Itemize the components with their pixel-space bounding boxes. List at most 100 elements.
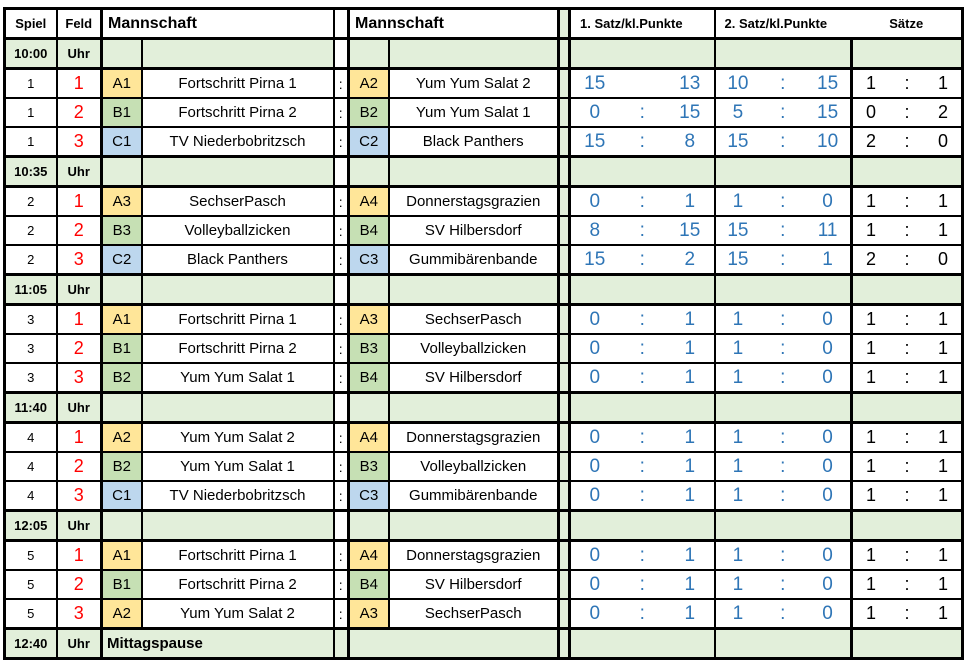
- team-name-cell: SechserPasch: [140, 185, 335, 217]
- sets-result-cell: 1: 1: [850, 67, 964, 99]
- set1-score-left: 8: [589, 219, 601, 241]
- set2-score-right: 0: [822, 366, 833, 388]
- vs-colon-cell: :: [332, 598, 350, 630]
- sets-result-right: 1: [937, 545, 948, 565]
- sets-result-colon: :: [904, 191, 910, 211]
- green-strip-cell: [557, 67, 571, 99]
- col-header-satz1: 1. Satz/kl.Punkte: [568, 7, 716, 40]
- col-header-mannschaft-right: Mannschaft: [347, 7, 560, 40]
- spiel-cell: 4: [3, 480, 58, 512]
- col-header-mannschaft-left: Mannschaft: [100, 7, 335, 40]
- set2-score-right: 0: [822, 544, 833, 566]
- game-row: 3 3 B2 Yum Yum Salat 1: B4 SV Hilbersdorf 0:1 1…: [3, 362, 964, 394]
- vs-colon-cell: :: [332, 539, 350, 571]
- set1-score-left: 0: [589, 544, 601, 566]
- sets-result-cell: 1: 1: [850, 451, 964, 482]
- sets-result-colon: :: [904, 309, 910, 329]
- spacer-cell: [332, 509, 350, 542]
- spacer-cell: [100, 391, 143, 424]
- set1-score-colon: :: [639, 602, 645, 624]
- team-name-cell: SV Hilbersdorf: [387, 215, 560, 246]
- set1-score-colon: :: [639, 455, 645, 477]
- spacer-cell: [347, 37, 390, 70]
- vs-colon-cell: :: [332, 97, 350, 128]
- spiel-cell: 3: [3, 303, 58, 335]
- vs-colon-cell: :: [332, 569, 350, 600]
- green-strip-cell: [557, 37, 571, 70]
- score-set1-cell: 0: 1: [568, 362, 716, 394]
- game-row: 3 2 B1 Fortschritt Pirna 2: B3 Volleyballzick…: [3, 333, 964, 364]
- sets-result-colon: :: [904, 102, 910, 122]
- team-code-cell: A2: [100, 421, 143, 453]
- score-set2-cell: 15: 1: [713, 244, 853, 276]
- set1-score-left: 0: [589, 455, 601, 477]
- green-strip-cell: [557, 509, 571, 542]
- score-set2-cell: 10: 15: [713, 67, 853, 99]
- score-set1-cell: 0: 1: [568, 451, 716, 482]
- game-row: 1 1 A1 Fortschritt Pirna 1: A2 Yum Yum Salat …: [3, 67, 964, 99]
- set1-score-right: 1: [684, 484, 696, 506]
- col-header-feld: Feld: [55, 7, 103, 40]
- sets-result-cell: 1: 1: [850, 362, 964, 394]
- game-row: 2 2 B3 Volleyballzicken: B4 SV Hilbersdorf 8:1…: [3, 215, 964, 246]
- green-strip-cell: [557, 215, 571, 246]
- team-code-cell: B1: [100, 569, 143, 600]
- feld-cell: 3: [55, 126, 103, 158]
- sets-result-right: 1: [937, 456, 948, 476]
- feld-cell: 3: [55, 598, 103, 630]
- spacer-cell: [713, 627, 853, 660]
- sets-result-right: 0: [937, 249, 948, 269]
- score-set2-cell: 1: 0: [713, 185, 853, 217]
- green-strip-cell: [557, 569, 571, 600]
- sets-result-left: 1: [865, 220, 876, 240]
- game-row: 3 1 A1 Fortschritt Pirna 1: A3 SechserPasch 0:…: [3, 303, 964, 335]
- sets-result-cell: 2: 0: [850, 126, 964, 158]
- team-code-cell: A4: [347, 185, 390, 217]
- team-name-cell: Fortschritt Pirna 1: [140, 303, 335, 335]
- sets-result-left: 1: [865, 73, 876, 93]
- set1-score-colon: :: [639, 337, 645, 359]
- uhr-cell: Uhr: [55, 273, 103, 306]
- team-code-cell: B4: [347, 362, 390, 394]
- sets-result-left: 2: [865, 131, 876, 151]
- green-strip-cell: [557, 627, 571, 660]
- sets-result-left: 1: [865, 191, 876, 211]
- sets-result-right: 1: [937, 574, 948, 594]
- set2-score-colon: :: [780, 455, 786, 477]
- feld-cell: 1: [55, 539, 103, 571]
- feld-cell: 2: [55, 451, 103, 482]
- set1-score-right: 1: [684, 573, 696, 595]
- spacer-cell: [713, 509, 853, 542]
- spacer-cell: [100, 37, 143, 70]
- uhr-cell: Uhr: [55, 155, 103, 188]
- team-name-cell: Donnerstagsgrazien: [387, 539, 560, 571]
- spacer-cell: [332, 627, 350, 660]
- set1-score-right: 15: [679, 219, 701, 241]
- set2-score-colon: :: [780, 101, 786, 123]
- green-strip-cell: [557, 303, 571, 335]
- spiel-cell: 2: [3, 244, 58, 276]
- game-row: 5 3 A2 Yum Yum Salat 2: A3 SechserPasch 0:1 1:0…: [3, 598, 964, 630]
- set2-score-right: 0: [822, 573, 833, 595]
- spacer-cell: [387, 155, 560, 188]
- uhr-cell: Uhr: [55, 509, 103, 542]
- feld-cell: 3: [55, 480, 103, 512]
- time-row: 11:40 Uhr: [3, 391, 964, 424]
- time-cell: 12:40: [3, 627, 58, 660]
- sets-result-cell: 1: 1: [850, 569, 964, 600]
- sets-result-right: 1: [937, 73, 948, 93]
- sets-result-right: 1: [937, 367, 948, 387]
- time-row: 12:05 Uhr: [3, 509, 964, 542]
- green-strip-cell: [557, 480, 571, 512]
- spiel-cell: 3: [3, 333, 58, 364]
- green-strip-cell: [557, 598, 571, 630]
- team-name-cell: SechserPasch: [387, 303, 560, 335]
- set1-score-left: 0: [589, 101, 601, 123]
- set2-score-colon: :: [780, 130, 786, 152]
- spiel-cell: 1: [3, 67, 58, 99]
- team-name-cell: Fortschritt Pirna 2: [140, 333, 335, 364]
- time-row: 10:00 Uhr: [3, 37, 964, 70]
- green-strip-cell: [557, 155, 571, 188]
- vs-colon-cell: :: [332, 126, 350, 158]
- team-name-cell: Yum Yum Salat 2: [140, 598, 335, 630]
